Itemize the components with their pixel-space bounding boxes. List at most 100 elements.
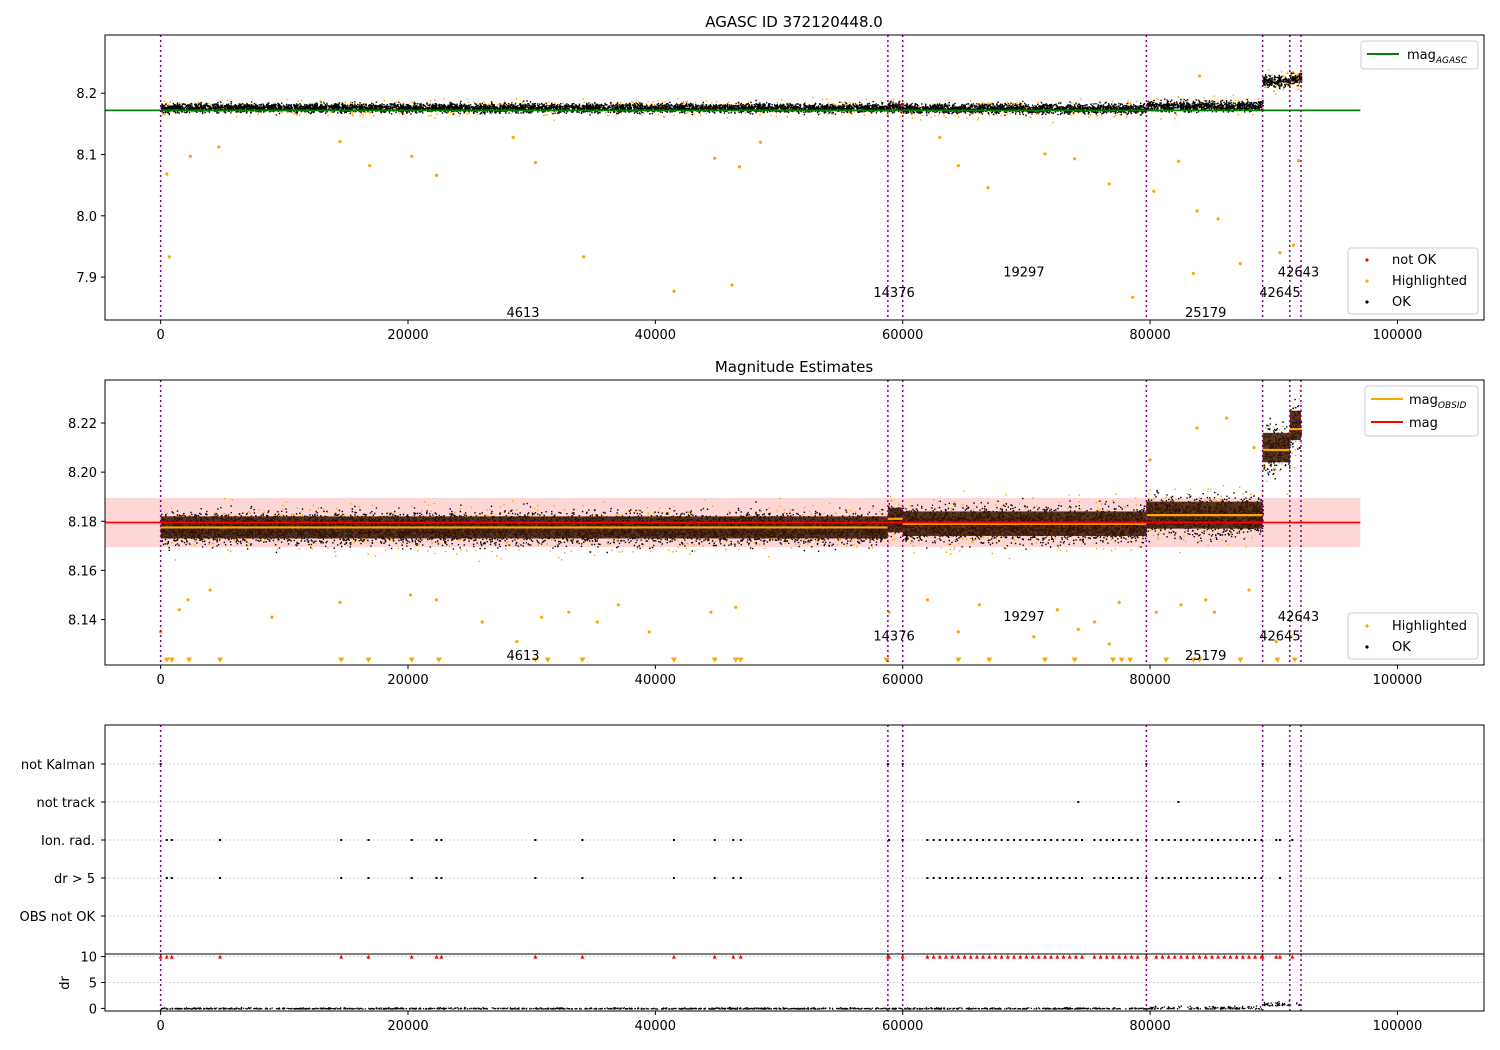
flag-point: [1291, 839, 1294, 841]
panel-2-ytick-label: 8.18: [68, 515, 97, 530]
flag-point: [1111, 877, 1114, 879]
highlighted-point: [1152, 189, 1156, 193]
dr-capped-marker: [1160, 954, 1165, 959]
dr-panel: 0 20000 40000 60000 80000 100000 0 5 10 dr: [58, 951, 1485, 1034]
flag-point: [1105, 877, 1108, 879]
dr-capped-marker: [1005, 954, 1010, 959]
panel-1-xtick-label: 100000: [1373, 328, 1423, 343]
clipped-low-marker: [186, 657, 193, 663]
highlighted-point: [410, 154, 414, 158]
clipped-low-marker: [1109, 657, 1116, 663]
flag-point: [1124, 839, 1127, 841]
obsid-label: 14376: [873, 630, 914, 645]
highlighted-point: [1216, 217, 1220, 221]
dr-capped-marker: [1129, 954, 1134, 959]
clipped-low-marker: [532, 657, 539, 663]
highlighted-point: [977, 603, 981, 607]
legend-highlighted: Highlighted: [1392, 274, 1467, 289]
flag-point: [932, 839, 935, 841]
flag-point: [926, 839, 929, 841]
flag-point: [435, 877, 438, 879]
highlighted-point: [582, 255, 586, 259]
legend-mag-estimates: magOBSID mag: [1364, 385, 1479, 437]
highlighted-point: [1225, 416, 1229, 420]
clipped-low-marker: [365, 657, 372, 663]
dr-capped-marker: [1049, 954, 1054, 959]
clipped-low-marker: [883, 657, 890, 663]
flag-point: [982, 877, 985, 879]
highlighted-point: [1212, 610, 1216, 614]
dr-capped-marker: [1209, 954, 1214, 959]
highlighted-point: [1252, 445, 1256, 450]
flag-point: [340, 877, 343, 879]
flag-point: [713, 877, 716, 879]
flag-point: [1248, 877, 1251, 879]
panel-2-xtick-label: 40000: [635, 673, 676, 688]
clipped-low-marker: [1237, 657, 1244, 663]
flag-point: [1130, 877, 1133, 879]
flag-point: [340, 839, 343, 841]
panel-2-ytick-label: 8.16: [68, 564, 97, 579]
flag-point: [1130, 839, 1133, 841]
flag-point: [988, 839, 991, 841]
clipped-low-marker: [1291, 657, 1298, 663]
highlighted-point: [188, 154, 192, 158]
flag-point: [1043, 839, 1046, 841]
panel-2-xtick-label: 20000: [387, 673, 428, 688]
highlighted-point: [539, 615, 544, 619]
flag-point: [1254, 839, 1257, 841]
dr-capped-marker: [1098, 954, 1103, 959]
flag-point: [1006, 839, 1009, 841]
panel-1-xtick-label: 40000: [635, 328, 676, 343]
legend-obsid-sub: OBSID: [1438, 401, 1467, 411]
highlighted-point: [408, 593, 413, 597]
agasc-mag-panel: AGASC ID 372120448.0 4613 14376 19297 25179…: [76, 13, 1485, 343]
flag-point: [1006, 877, 1009, 879]
obsid-label: 14376: [873, 286, 914, 301]
dr-capped-marker: [1178, 954, 1183, 959]
dr-axis-label: dr: [58, 976, 73, 990]
flag-point: [1167, 877, 1170, 879]
highlighted-point: [647, 630, 651, 634]
flag-point: [988, 877, 991, 879]
dr-capped-marker: [1042, 954, 1047, 959]
highlighted-point: [1117, 600, 1121, 604]
flag-point: [1198, 839, 1201, 841]
flag-point: [219, 877, 222, 879]
legend-status: not OK Highlighted OK: [1347, 247, 1479, 315]
highlighted-point: [938, 135, 942, 139]
highlighted-point: [595, 620, 599, 624]
dr-capped-marker: [158, 954, 163, 959]
dr-capped-marker: [1080, 954, 1085, 959]
dr-capped-marker: [1240, 954, 1245, 959]
highlighted-point: [737, 165, 742, 169]
panel-4-xtick-label: 80000: [1129, 1019, 1170, 1034]
panel-1-title: AGASC ID 372120448.0: [705, 13, 883, 31]
flag-point: [1013, 877, 1016, 879]
flag-point: [1223, 839, 1226, 841]
clipped-low-marker: [168, 657, 175, 663]
highlighted-point: [1195, 209, 1199, 213]
panel-1-ytick-label: 8.0: [76, 210, 97, 225]
flag-point: [1037, 839, 1040, 841]
clipped-low-marker: [435, 657, 442, 663]
highlighted-point: [758, 140, 763, 144]
obsid-label: 42645: [1259, 630, 1300, 645]
flag-point: [1111, 839, 1114, 841]
flag-point: [1229, 877, 1232, 879]
flag-point: [732, 839, 735, 841]
dr-capped-marker: [1135, 954, 1140, 959]
flag-point: [1118, 839, 1121, 841]
clipped-low-marker: [408, 657, 415, 663]
dr-capped-marker: [1222, 954, 1227, 959]
flag-point: [1099, 839, 1102, 841]
flag-point: [1136, 877, 1139, 879]
dr-capped-marker: [339, 954, 344, 959]
dr-capped-marker: [1228, 954, 1233, 959]
flag-point: [945, 877, 948, 879]
highlighted-point: [533, 160, 537, 165]
svg-text:magAGASC: magAGASC: [1407, 48, 1468, 66]
flag-point: [932, 877, 935, 879]
dr-capped-marker: [1203, 954, 1208, 959]
highlighted-point: [1291, 243, 1296, 247]
